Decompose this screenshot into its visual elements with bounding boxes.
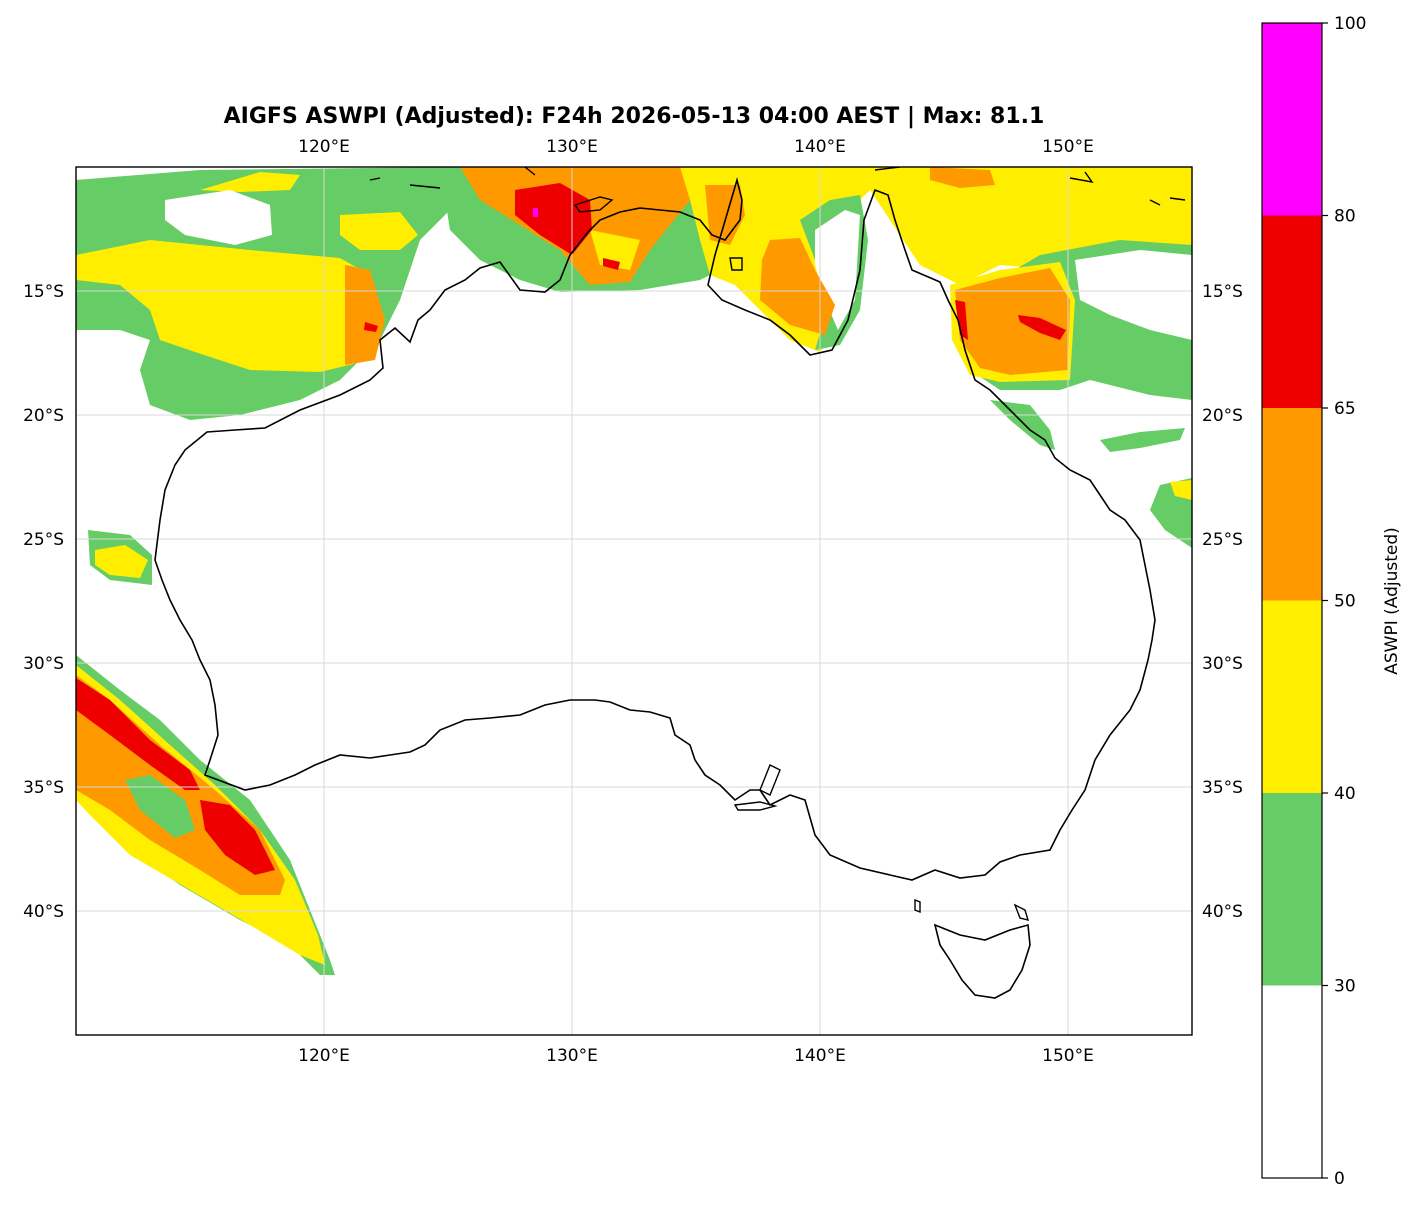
fill-white-qld-hole bbox=[1075, 250, 1192, 340]
y-tick-label-right: 25°S bbox=[1202, 530, 1243, 550]
x-axis-top: 120°E 130°E 140°E 150°E bbox=[298, 137, 1094, 157]
y-axis-right: 15°S 20°S 25°S 30°S 35°S 40°S bbox=[1202, 282, 1243, 922]
colorbar: 0 30 40 50 65 80 100 bbox=[1261, 14, 1366, 1189]
coastline-layer bbox=[154, 167, 1186, 999]
y-tick-label-left: 15°S bbox=[23, 282, 64, 302]
colorbar-segment bbox=[1262, 408, 1322, 601]
fill-yellow-north bbox=[590, 230, 640, 270]
fill-yellow-se bbox=[1170, 480, 1192, 500]
x-tick-label-bottom: 120°E bbox=[298, 1046, 350, 1066]
fill-red-sw bbox=[76, 678, 200, 790]
colorbar-segment bbox=[1262, 600, 1322, 793]
colorbar-tick-label: 80 bbox=[1334, 207, 1356, 227]
groote-island bbox=[729, 257, 743, 271]
spencer-gulf-peninsula bbox=[759, 764, 781, 796]
x-tick-label-top: 150°E bbox=[1042, 137, 1094, 157]
x-axis-bottom: 120°E 130°E 140°E 150°E bbox=[298, 1046, 1094, 1066]
x-tick-label-bottom: 150°E bbox=[1042, 1046, 1094, 1066]
new-guinea-coast bbox=[874, 167, 1186, 206]
fill-red-nw bbox=[364, 322, 378, 332]
y-tick-label-right: 15°S bbox=[1202, 282, 1243, 302]
map-plot-area bbox=[75, 166, 1193, 1036]
fill-green-sw-inner bbox=[125, 775, 195, 838]
x-tick-label-bottom: 130°E bbox=[546, 1046, 598, 1066]
fill-magenta-north bbox=[533, 208, 538, 217]
colorbar-tick-label: 65 bbox=[1334, 399, 1356, 419]
fill-green-coral bbox=[1100, 428, 1185, 452]
x-tick-label-bottom: 140°E bbox=[794, 1046, 846, 1066]
fill-red-sw2 bbox=[200, 800, 275, 875]
y-tick-label-left: 25°S bbox=[23, 530, 64, 550]
fill-orange-nw bbox=[345, 265, 385, 365]
fill-white-nw-hole bbox=[165, 190, 272, 245]
tasmania-coastline bbox=[933, 923, 1031, 999]
chart-title: AIGFS ASWPI (Adjusted): F24h 2026-05-13 … bbox=[224, 104, 1045, 129]
map-gridlines bbox=[76, 167, 1192, 1035]
colorbar-tick-label: 50 bbox=[1334, 592, 1356, 612]
melville-island bbox=[573, 196, 614, 213]
x-tick-label-top: 140°E bbox=[794, 137, 846, 157]
colorbar-segment bbox=[1262, 23, 1322, 216]
colorbar-segment bbox=[1262, 793, 1322, 986]
y-tick-label-right: 30°S bbox=[1202, 654, 1243, 674]
timor-coast bbox=[369, 167, 536, 189]
x-tick-label-top: 120°E bbox=[298, 137, 350, 157]
y-tick-label-left: 30°S bbox=[23, 654, 64, 674]
fill-red-north bbox=[515, 183, 592, 255]
fill-red-qld bbox=[1018, 315, 1066, 340]
colorbar-segment bbox=[1262, 985, 1322, 1178]
fill-orange-carpentaria bbox=[760, 238, 835, 335]
australia-coastline bbox=[154, 176, 1156, 881]
x-tick-label-top: 130°E bbox=[546, 137, 598, 157]
colorbar-tick-label: 30 bbox=[1334, 977, 1356, 997]
fill-yellow-west bbox=[95, 545, 148, 578]
y-tick-label-right: 40°S bbox=[1202, 902, 1243, 922]
colorbar-segment bbox=[1262, 215, 1322, 408]
kangaroo-island bbox=[733, 801, 778, 811]
fill-yellow-nw2 bbox=[340, 212, 418, 250]
y-tick-label-right: 20°S bbox=[1202, 406, 1243, 426]
map-frame bbox=[75, 166, 1193, 1036]
fill-yellow-nw bbox=[76, 240, 385, 372]
king-island bbox=[914, 898, 921, 914]
flinders-island bbox=[1013, 903, 1030, 921]
y-axis-left: 15°S 20°S 25°S 30°S 35°S 40°S bbox=[23, 282, 64, 922]
fill-orange-qld bbox=[955, 268, 1070, 375]
fill-orange-ne2 bbox=[705, 185, 745, 245]
colorbar-label: ASWPI (Adjusted) bbox=[1382, 527, 1402, 675]
fill-yellow-nw3 bbox=[200, 172, 300, 192]
y-tick-label-left: 40°S bbox=[23, 902, 64, 922]
fill-red-north2 bbox=[603, 258, 620, 270]
aswpi-fill-layer bbox=[76, 167, 1192, 975]
fill-red-qld2 bbox=[955, 300, 968, 340]
y-tick-label-left: 20°S bbox=[23, 406, 64, 426]
y-tick-label-left: 35°S bbox=[23, 778, 64, 798]
colorbar-tick-label: 40 bbox=[1334, 784, 1356, 804]
colorbar-tick-label: 100 bbox=[1334, 14, 1366, 34]
fill-green-coast bbox=[990, 400, 1055, 450]
colorbar-tick-label: 0 bbox=[1334, 1169, 1345, 1189]
y-tick-label-right: 35°S bbox=[1202, 778, 1243, 798]
fill-orange-ne bbox=[930, 167, 995, 188]
